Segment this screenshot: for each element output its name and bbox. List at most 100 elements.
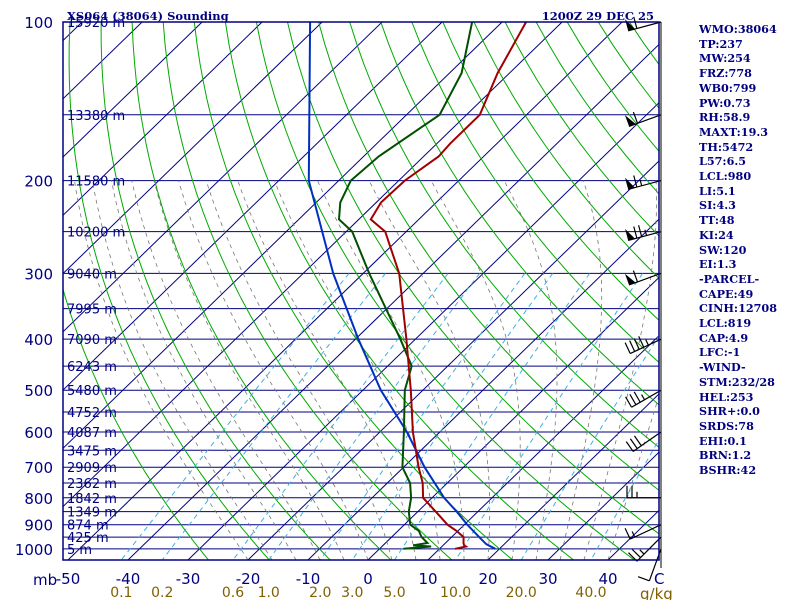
wind-barb — [625, 389, 662, 408]
isotherm-line — [63, 22, 263, 217]
isotherm-line — [547, 451, 659, 560]
dewpoint-profile-line — [337, 22, 474, 550]
temperature-tick-label: 0 — [363, 570, 373, 588]
isotherm-line — [63, 22, 503, 450]
height-label: 15920 m — [67, 16, 125, 31]
pressure-tick-label: 900 — [24, 517, 53, 535]
height-label: 874 m — [67, 519, 109, 534]
mixing-ratio-tick-label: 10.0 — [440, 585, 471, 600]
wind-barb — [626, 485, 661, 499]
temperature-tick-label: 40 — [598, 570, 617, 588]
sounding-index: -WIND- — [699, 360, 746, 375]
mixing-ratio-tick-label: 1.0 — [258, 585, 280, 600]
height-label: 11580 m — [67, 175, 125, 190]
mixing-ratio-line — [351, 273, 554, 560]
pressure-tick-label: 300 — [24, 265, 53, 283]
sounding-index: CAPE:49 — [699, 286, 754, 301]
moist-adiabat-line — [559, 180, 603, 560]
isotherm-line — [63, 22, 563, 508]
height-label: 5480 m — [67, 384, 117, 399]
pressure-tick-label: 200 — [24, 173, 53, 191]
chart-datetime: 1200Z 29 DEC 25 — [542, 9, 654, 23]
mixing-ratio-tick-labels: 0.1 0.2 0.6 1.0 2.0 3.0 5.0 10.0 20.0 40.0 — [110, 585, 606, 600]
sounding-index: MW:254 — [699, 51, 751, 66]
sounding-index: SI:4.3 — [699, 198, 736, 213]
mixing-ratio-line — [394, 273, 591, 560]
sounding-index: TH:5472 — [699, 139, 754, 154]
temperature-tick-labels: -50 -40 -30 -20 -10 0 10 20 30 40 — [56, 570, 618, 588]
mixing-ratio-tick-label: 20.0 — [506, 585, 537, 600]
mixing-ratio-tick-label: 2.0 — [309, 585, 331, 600]
height-label: 2909 m — [67, 461, 117, 476]
grid-lines — [63, 22, 659, 560]
sounding-index: HEL:253 — [699, 389, 754, 404]
chart-title: XS064 (38064) Sounding — [67, 9, 229, 23]
height-label: 13380 m — [67, 109, 125, 124]
isotherm-line — [247, 160, 659, 560]
temperature-tick-label: 30 — [538, 570, 557, 588]
height-label: 425 m — [67, 531, 109, 546]
height-labels: 15920 m 13380 m 11580 m 10200 m 9040 m 7995 m… — [67, 16, 125, 558]
moist-adiabat-line — [503, 180, 558, 560]
dry-adiabat-line — [318, 22, 659, 491]
sounding-index: PW:0.73 — [699, 95, 751, 110]
temperature-tick-label: -10 — [296, 570, 321, 588]
dry-adiabat-line — [100, 22, 331, 560]
moist-adiabat-line — [583, 180, 657, 560]
wind-barb — [624, 111, 662, 127]
dry-adiabat-line — [193, 22, 514, 560]
pressure-tick-label: 800 — [24, 490, 53, 508]
sounding-index: STM:232/28 — [699, 374, 775, 389]
moist-adiabat-line — [607, 394, 659, 560]
dry-adiabat-line — [442, 22, 659, 321]
sounding-index: BRN:1.2 — [699, 448, 752, 463]
wind-barb — [625, 175, 662, 190]
sounding-index: EI:1.3 — [699, 257, 737, 272]
isotherm-line — [63, 22, 323, 275]
moist-adiabat-line — [274, 180, 441, 560]
wind-barb — [625, 431, 662, 452]
sounding-index: MAXT:19.3 — [699, 124, 769, 139]
sounding-index: SRDS:78 — [699, 418, 754, 433]
sounding-index: WB0:799 — [699, 80, 757, 95]
dry-adiabat-line — [349, 22, 659, 449]
dry-adiabat-line — [162, 22, 453, 560]
sounding-index: RH:58.9 — [699, 110, 751, 125]
dry-adiabat-line — [380, 22, 659, 406]
height-label: 5 m — [67, 543, 92, 558]
sounding-index: -PARCEL- — [699, 271, 760, 286]
sounding-index: TP:237 — [699, 36, 743, 51]
dry-adiabat-line — [224, 22, 574, 560]
temperature-tick-label: -20 — [236, 570, 261, 588]
mixing-ratio-tick-label: 3.0 — [341, 585, 363, 600]
height-label: 7090 m — [67, 333, 117, 348]
dry-adiabat-line — [287, 22, 659, 535]
pressure-tick-label: 600 — [24, 424, 53, 442]
sounding-index: TT:48 — [699, 213, 735, 228]
x-axis-unit-label: C — [654, 570, 664, 588]
temperature-tick-label: -30 — [176, 570, 201, 588]
isotherm-line — [63, 22, 203, 158]
sounding-index: CINH:12708 — [699, 301, 777, 316]
sounding-index: BSHR:42 — [699, 463, 757, 478]
moist-adiabat-line — [111, 180, 297, 560]
isotherm-line — [127, 43, 659, 560]
isotherm-line — [63, 22, 383, 333]
isotherm-line — [427, 335, 659, 560]
isotherm-line — [67, 22, 623, 560]
sounding-index: L57:6.5 — [699, 154, 747, 169]
sounding-index: LCL:819 — [699, 316, 752, 331]
moist-adiabat-line — [237, 180, 417, 560]
mixing-ratio-line — [319, 273, 526, 560]
pressure-tick-label: 1000 — [15, 541, 53, 559]
isotherm-line — [367, 276, 659, 560]
wind-barbs — [624, 16, 662, 582]
height-label: 9040 m — [67, 267, 117, 282]
mixing-ratio-line — [590, 438, 659, 560]
wind-barb — [625, 225, 662, 242]
dry-adiabat-line — [68, 22, 270, 560]
sounding-index: SHR+:0.0 — [699, 404, 760, 419]
height-label: 4752 m — [67, 406, 117, 421]
moist-adiabat-line — [178, 180, 369, 560]
dry-adiabat-line — [255, 22, 635, 560]
